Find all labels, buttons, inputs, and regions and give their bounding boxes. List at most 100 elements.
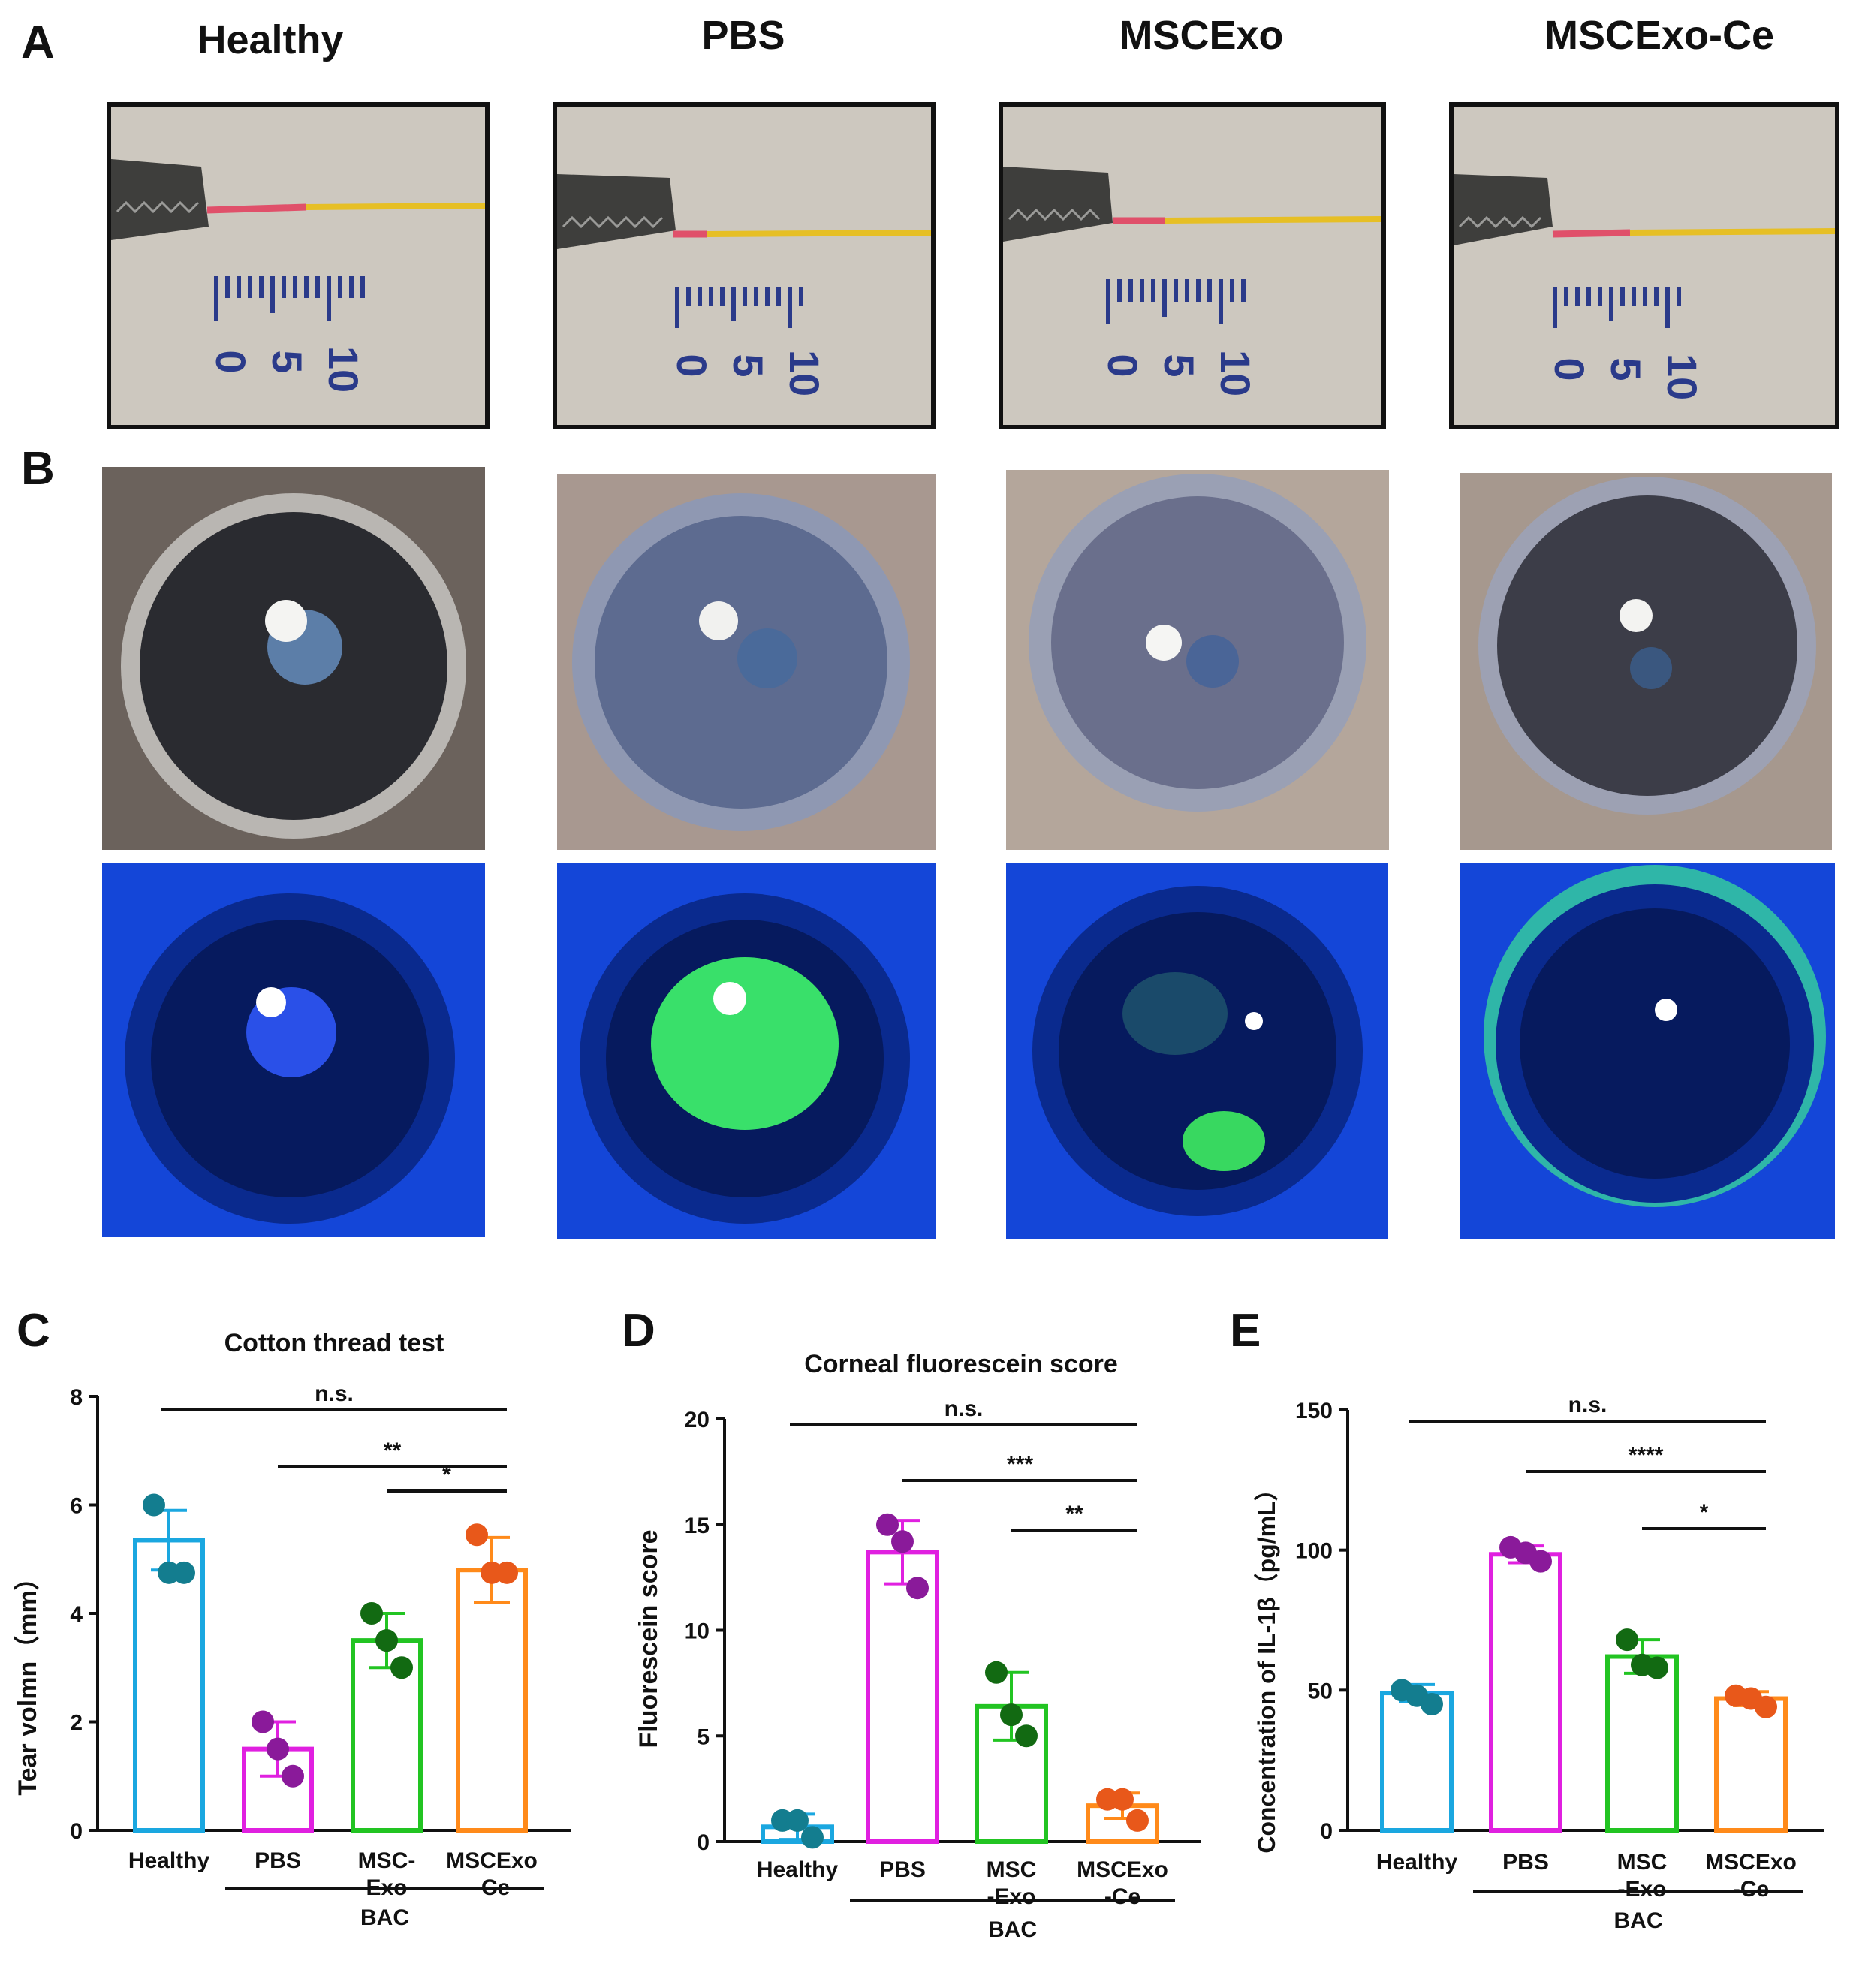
data-point [173, 1561, 195, 1584]
plot-area: 0 50 100 150 Healthy PBS MSC-Exo MSCExo-Ce n.s. *… [1295, 1393, 1824, 1933]
data-point [267, 1737, 289, 1761]
significance-label: ** [384, 1438, 402, 1463]
y-axis-label: Tear volmn（mm） [13, 1565, 42, 1795]
significance-label: **** [1629, 1443, 1664, 1468]
thread-photo-pbs: 0 5 10 [553, 102, 936, 429]
y-tick-label: 8 [70, 1385, 83, 1410]
x-tick-label: PBS [879, 1857, 926, 1882]
x-tick-label: Healthy [1376, 1850, 1458, 1875]
eye-photo-mscexo [1006, 470, 1389, 850]
data-point [143, 1493, 165, 1517]
y-axis-label: Fluorescein score [634, 1529, 663, 1748]
group-label: BAC [1614, 1908, 1663, 1933]
significance-label: ** [1065, 1502, 1083, 1526]
data-point [282, 1764, 304, 1788]
ruler-label-10: 10 [1212, 350, 1259, 396]
panel-label-b: B [21, 443, 55, 495]
x-tick-label: -Exo [1617, 1877, 1666, 1902]
panel-label-d: D [622, 1305, 655, 1357]
data-point [876, 1513, 899, 1536]
x-tick-label: MSC [987, 1857, 1037, 1882]
data-point [891, 1530, 914, 1553]
y-tick-label: 20 [685, 1408, 710, 1432]
ruler-label-5: 5 [264, 350, 311, 373]
fluorescein-photo-mscexo-ce [1460, 863, 1835, 1239]
data-point [906, 1577, 929, 1600]
chart-title: Cotton thread test [224, 1329, 444, 1357]
group-title-healthy: Healthy [197, 17, 344, 62]
bar [1380, 1691, 1454, 1833]
chart-title: Corneal fluorescein score [804, 1350, 1118, 1378]
x-tick-label: -Ce [1104, 1884, 1140, 1909]
ruler-label-5: 5 [1602, 357, 1650, 381]
ruler-label-5: 5 [1155, 354, 1203, 377]
significance-label: n.s. [945, 1396, 984, 1421]
bar [866, 1550, 939, 1844]
ruler-label-10: 10 [781, 350, 828, 396]
y-tick-label: 0 [697, 1830, 710, 1855]
x-tick-label: Healthy [128, 1848, 210, 1873]
x-tick-label: MSCExo [1705, 1850, 1797, 1875]
y-tick-label: 0 [70, 1819, 83, 1844]
fluorescein-photo-mscexo [1006, 863, 1388, 1239]
y-tick-label: 0 [1320, 1819, 1333, 1844]
data-point [1421, 1693, 1443, 1715]
data-point [1755, 1695, 1777, 1718]
x-tick-label: Healthy [757, 1857, 839, 1882]
ruler-label-0: 0 [1099, 354, 1146, 377]
y-tick-label: 2 [70, 1711, 83, 1736]
group-label: BAC [360, 1905, 409, 1930]
data-point [1111, 1788, 1134, 1811]
data-point [375, 1629, 398, 1652]
data-point [1126, 1809, 1149, 1832]
significance-label: n.s. [315, 1381, 354, 1406]
fluorescein-photo-healthy [102, 863, 485, 1237]
ruler-label-5: 5 [725, 354, 772, 377]
x-tick-label: MSCExo [1077, 1857, 1168, 1882]
x-tick-label: MSCExo [446, 1848, 538, 1873]
panel-label-c: C [17, 1305, 50, 1357]
panel-label-a: A [21, 17, 55, 68]
data-point [252, 1710, 274, 1733]
y-tick-label: 10 [685, 1619, 710, 1644]
y-tick-label: 100 [1295, 1539, 1333, 1564]
data-point [801, 1826, 824, 1849]
chart-il1b-concentration: Concentration of IL-1β（pg/mL） 0 50 100 150 H… [1253, 1393, 1824, 1933]
group-title-mscexo-ce: MSCExo-Ce [1544, 13, 1775, 58]
data-point [360, 1602, 383, 1625]
x-tick-label: PBS [255, 1848, 301, 1873]
data-point [786, 1809, 809, 1832]
thread-photo-mscexo: 0 5 10 [999, 102, 1386, 429]
ruler-label-0: 0 [207, 350, 255, 373]
data-point [390, 1656, 413, 1679]
ruler-label-10: 10 [1659, 354, 1706, 400]
ruler-label-10: 10 [320, 346, 367, 393]
data-point [1646, 1656, 1668, 1679]
thread-photo-healthy: 0 5 10 [107, 102, 490, 429]
bar [1714, 1696, 1788, 1833]
x-tick-label: -Exo [987, 1884, 1035, 1909]
ruler-label-0: 0 [1546, 357, 1593, 381]
ruler-label-0: 0 [668, 354, 716, 377]
y-tick-label: 15 [685, 1514, 710, 1538]
eye-photo-mscexo-ce [1460, 473, 1832, 850]
y-tick-label: 5 [697, 1724, 710, 1749]
data-point [496, 1561, 518, 1584]
x-tick-label: MSC- [358, 1848, 416, 1873]
significance-label: * [1700, 1500, 1709, 1525]
significance-label: n.s. [1568, 1393, 1607, 1417]
data-point [466, 1523, 488, 1547]
significance-label: *** [1007, 1452, 1033, 1477]
x-tick-label: MSC [1617, 1850, 1668, 1875]
data-point [1015, 1724, 1038, 1748]
group-title-pbs: PBS [701, 13, 785, 58]
y-axis-label: Concentration of IL-1β（pg/mL） [1253, 1477, 1280, 1853]
y-tick-label: 50 [1308, 1679, 1333, 1703]
plot-area: 0 5 10 15 20 Healthy PBS MSC-Exo MSCExo-Ce n.s. **… [685, 1396, 1201, 1942]
bar [456, 1568, 528, 1833]
data-point [1616, 1628, 1638, 1652]
chart-cotton-thread-test: Cotton thread test Tear volmn（mm） 0 2 4 6 8 H… [13, 1329, 571, 1930]
y-tick-label: 150 [1295, 1399, 1333, 1423]
x-tick-label: -Ce [1733, 1877, 1769, 1902]
